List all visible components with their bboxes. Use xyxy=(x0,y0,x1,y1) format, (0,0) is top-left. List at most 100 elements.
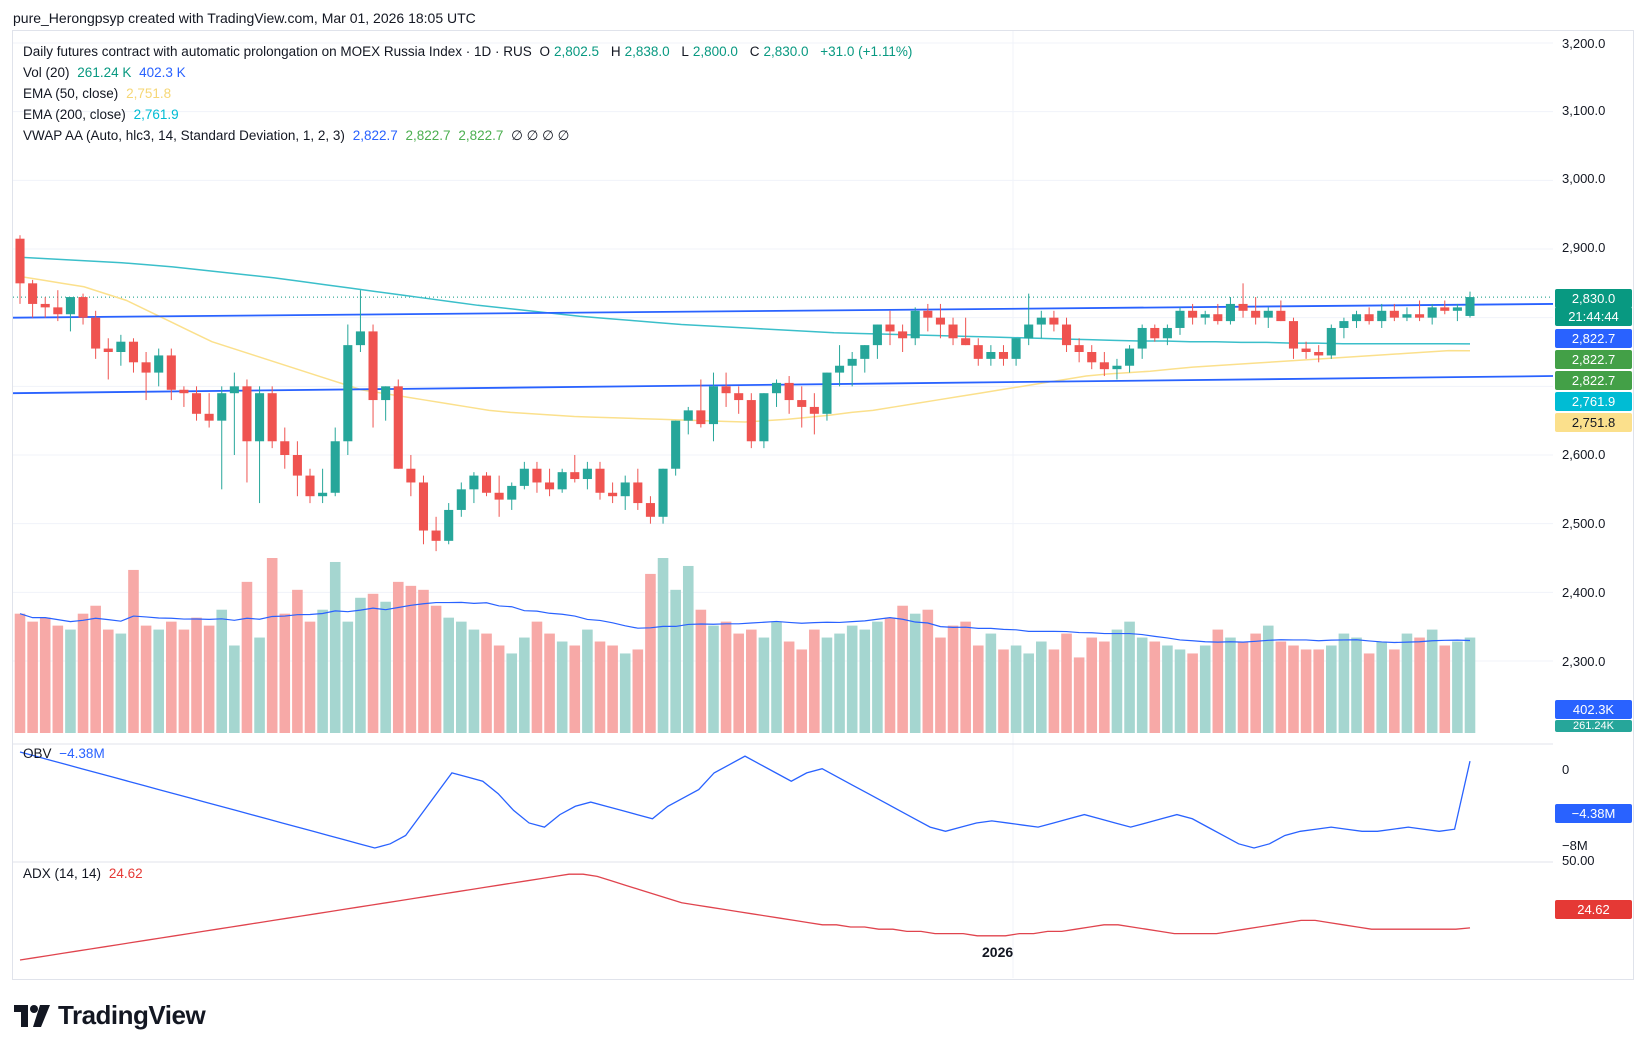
candle-body xyxy=(1074,345,1084,352)
candle-body xyxy=(582,468,592,480)
candle-body xyxy=(217,393,227,421)
high-value: 2,838.0 xyxy=(624,44,670,59)
volume-bar xyxy=(632,649,644,733)
y-tick: 3,000.0 xyxy=(1562,171,1606,186)
candle-body xyxy=(1389,310,1399,318)
volume-bar xyxy=(115,633,127,733)
obv-legend[interactable]: OBV −4.38M xyxy=(23,746,105,761)
candle-body xyxy=(570,472,580,480)
volume-bar xyxy=(1036,641,1047,733)
volume-bar xyxy=(203,625,215,733)
candle-body xyxy=(166,355,176,390)
y-tick: 2,400.0 xyxy=(1562,585,1606,600)
adx-legend[interactable]: ADX (14, 14) 24.62 xyxy=(23,866,143,881)
candle-body xyxy=(835,365,845,373)
vwap-null-values: ∅ ∅ ∅ ∅ xyxy=(511,128,570,143)
candle-body xyxy=(1452,307,1462,311)
volume-bar xyxy=(846,625,858,733)
volume-bar xyxy=(1048,649,1060,733)
candle-body xyxy=(898,331,908,339)
candle-body xyxy=(1200,314,1210,318)
volume-bar xyxy=(998,649,1009,733)
candle-body xyxy=(204,413,214,421)
volume-bar xyxy=(897,605,908,733)
tradingview-logo-text: TradingView xyxy=(58,1000,206,1030)
candle-body xyxy=(1087,352,1097,363)
volume-bar xyxy=(468,629,480,733)
volume-bar xyxy=(456,621,467,733)
candle-body xyxy=(355,331,365,346)
vol-label: Vol (20) xyxy=(23,65,70,80)
close-label: C xyxy=(749,44,760,59)
volume-bar xyxy=(1212,629,1224,733)
candle-body xyxy=(1225,303,1235,322)
volume-bar xyxy=(682,565,694,733)
candle-body xyxy=(1162,327,1172,339)
candle-body xyxy=(734,393,744,401)
volume-bar xyxy=(1187,653,1198,733)
open-value: 2,802.5 xyxy=(554,44,600,59)
obv-label: OBV xyxy=(23,746,52,761)
volume-bar xyxy=(329,561,341,733)
ema200-line xyxy=(19,256,1471,345)
volume-bar xyxy=(1313,649,1324,733)
candle-body xyxy=(191,393,202,414)
y-tick: 2,500.0 xyxy=(1562,516,1606,531)
volume-ma-line xyxy=(19,601,1471,644)
volume-bar xyxy=(645,573,656,733)
obv-tag: −4.38M xyxy=(1555,804,1632,823)
adx-line xyxy=(19,873,1471,961)
candle-body xyxy=(1377,310,1387,322)
volume-bar xyxy=(582,629,593,733)
legend-vwap[interactable]: VWAP AA (Auto, hlc3, 14, Standard Deviat… xyxy=(23,128,573,144)
candle-body xyxy=(998,352,1009,359)
volume-bar xyxy=(266,558,278,733)
candle-body xyxy=(1112,365,1122,370)
candle-body xyxy=(1402,314,1412,318)
candle-body xyxy=(1011,338,1021,359)
candle-body xyxy=(595,468,605,493)
vol-ma-value: 402.3 K xyxy=(139,65,186,80)
candle-body xyxy=(671,420,681,469)
candle-body xyxy=(708,386,719,425)
legend-ema200[interactable]: EMA (200, close) 2,761.9 xyxy=(23,107,183,122)
volume-bar xyxy=(191,617,202,733)
volume-bar xyxy=(1073,657,1085,733)
candle-body xyxy=(1175,310,1185,328)
candle-body xyxy=(15,238,25,284)
candle-body xyxy=(154,355,164,373)
legend-volume[interactable]: Vol (20) 261.24 K 402.3 K xyxy=(23,65,190,80)
candle-body xyxy=(633,482,643,504)
candle-body xyxy=(658,468,668,517)
candle-body xyxy=(418,482,429,531)
candle-body xyxy=(746,400,756,442)
legend-ema50[interactable]: EMA (50, close) 2,751.8 xyxy=(23,86,175,101)
volume-bar xyxy=(1351,637,1362,733)
volume-bar xyxy=(355,597,366,733)
volume-bar xyxy=(884,617,896,733)
vwap-lower-value: 2,822.7 xyxy=(458,128,504,143)
candle-body xyxy=(179,389,189,394)
candle-body xyxy=(872,324,882,346)
volume-bar xyxy=(1250,633,1261,733)
candle-body xyxy=(267,393,277,442)
tradingview-logo[interactable]: TradingView xyxy=(14,1000,206,1031)
candle-body xyxy=(65,297,75,315)
chart-frame xyxy=(12,30,1634,980)
volume-bar xyxy=(178,629,190,733)
candle-body xyxy=(1213,314,1223,322)
y-tick: 3,200.0 xyxy=(1562,36,1606,51)
candle-body xyxy=(910,310,920,339)
volume-bar xyxy=(1452,641,1463,733)
candle-body xyxy=(128,341,139,363)
candle-body xyxy=(1024,324,1034,339)
volume-bar xyxy=(834,633,845,733)
candle-body xyxy=(28,283,38,304)
volume-bar xyxy=(809,629,820,733)
symbol-title[interactable]: Daily futures contract with automatic pr… xyxy=(23,44,532,59)
candle-body xyxy=(91,317,101,349)
candle-body xyxy=(771,382,782,394)
candle-body xyxy=(103,348,113,352)
volume-bar xyxy=(216,609,228,733)
